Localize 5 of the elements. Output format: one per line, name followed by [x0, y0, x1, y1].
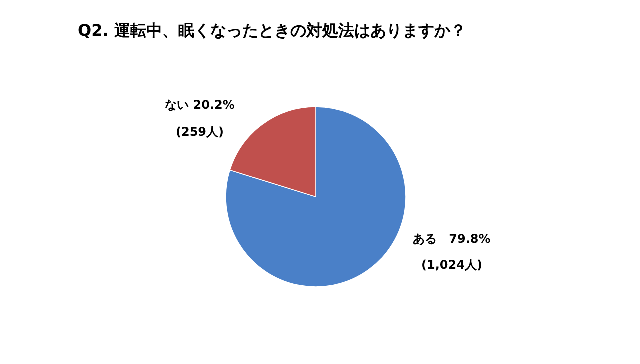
- slice-label: ない 20.2%: [165, 98, 235, 112]
- text: (259人): [176, 125, 224, 139]
- text: (1,024人): [422, 258, 482, 272]
- slice-label: ある 79.8%: [413, 232, 491, 246]
- chart-title: Q2. 運転中、眠くなったときの対処法はありますか？: [78, 21, 466, 40]
